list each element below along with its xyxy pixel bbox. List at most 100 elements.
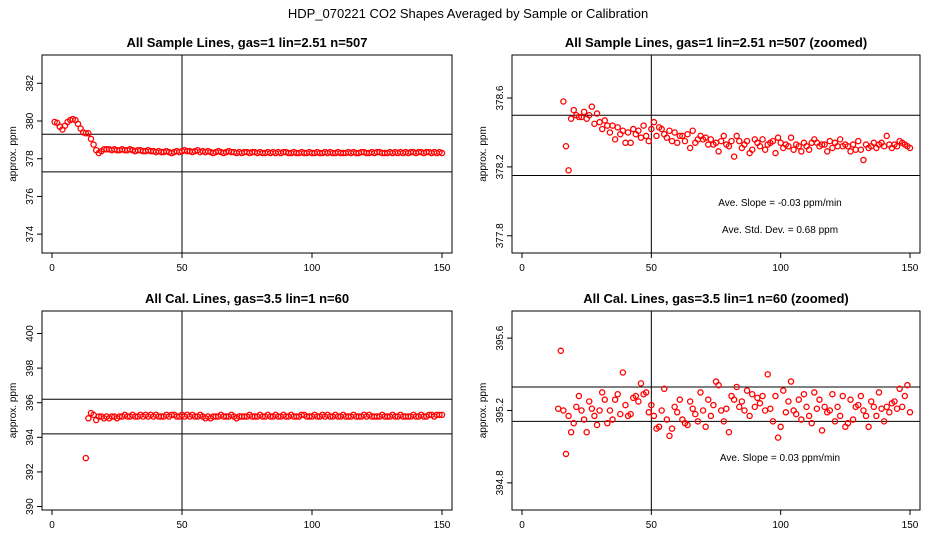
data-point: [878, 405, 885, 412]
data-point: [661, 385, 668, 393]
data-point: [782, 409, 790, 416]
data-point: [754, 394, 761, 402]
x-tick-label: 0: [49, 520, 55, 531]
data-point: [570, 106, 577, 114]
data-point: [795, 396, 803, 403]
data-point: [650, 412, 658, 420]
data-point: [645, 137, 652, 145]
plot-frame: [41, 54, 453, 254]
data-point: [591, 120, 598, 128]
data-point: [896, 385, 903, 393]
data-point: [800, 390, 808, 398]
data-point: [689, 127, 696, 135]
data-point: [715, 148, 722, 155]
data-point: [573, 403, 580, 411]
plot-title: All Sample Lines, gas=1 lin=2.51 n=507 (…: [565, 35, 867, 50]
data-point: [622, 401, 629, 409]
data-point: [865, 423, 872, 431]
data-point: [658, 407, 665, 414]
data-point: [777, 423, 784, 431]
data-point: [883, 403, 890, 411]
plot-frame: [41, 310, 453, 511]
x-tick-label: 100: [772, 520, 789, 531]
data-point: [619, 369, 627, 376]
y-tick-label: 390: [25, 498, 36, 515]
data-point: [565, 167, 572, 174]
x-tick-label: 0: [519, 520, 525, 531]
data-point: [777, 139, 784, 147]
data-point: [438, 149, 446, 157]
data-point: [821, 403, 828, 411]
data-point: [906, 409, 914, 416]
data-point: [761, 407, 769, 414]
data-point: [673, 139, 681, 147]
figure-title: HDP_070221 CO2 Shapes Averaged by Sample…: [287, 6, 649, 21]
data-point: [855, 137, 862, 145]
data-point: [759, 392, 766, 400]
data-point: [570, 419, 577, 427]
data-point: [697, 389, 704, 396]
data-point: [748, 390, 756, 398]
data-point: [855, 401, 862, 409]
data-point: [785, 143, 792, 150]
plot-frame: [511, 310, 921, 511]
data-point: [849, 416, 857, 423]
x-tick-label: 50: [176, 263, 188, 274]
data-point: [725, 428, 733, 436]
data-point: [588, 405, 596, 412]
data-point: [692, 410, 699, 418]
plot-title: All Sample Lines, gas=1 lin=2.51 n=507: [127, 35, 368, 50]
y-axis-label: approx. ppm: [8, 126, 19, 182]
data-point: [748, 146, 756, 153]
data-point: [671, 403, 678, 411]
data-point: [792, 410, 800, 418]
data-point: [622, 139, 629, 147]
data-point: [601, 396, 609, 403]
annotation-text: Ave. Slope = -0.03 ppm/min: [718, 198, 842, 209]
data-point: [575, 113, 583, 121]
data-point: [637, 134, 645, 141]
data-point: [795, 143, 803, 150]
x-tick-label: 50: [176, 520, 188, 531]
data-point: [836, 136, 844, 143]
data-point: [583, 428, 590, 436]
data-point: [829, 144, 836, 152]
data-point: [707, 136, 715, 143]
x-tick-label: 100: [772, 263, 789, 274]
data-point: [554, 405, 562, 412]
data-point: [720, 132, 728, 140]
annotation-text: Ave. Std. Dev. = 0.68 ppm: [722, 225, 838, 236]
y-axis-label: approx. ppm: [8, 383, 19, 439]
data-point: [849, 141, 857, 148]
data-point: [82, 454, 90, 462]
y-tick-label: 382: [25, 75, 36, 92]
data-point: [720, 418, 728, 425]
plot-title: All Cal. Lines, gas=3.5 lin=1 n=60: [145, 291, 349, 306]
data-point: [557, 347, 565, 355]
data-point: [880, 418, 888, 425]
data-point: [82, 130, 90, 137]
data-point: [640, 122, 647, 129]
data-point: [743, 387, 751, 394]
data-point: [604, 419, 611, 427]
data-point: [676, 132, 684, 140]
data-point: [746, 412, 753, 420]
data-point: [689, 405, 696, 412]
data-point: [816, 396, 823, 403]
x-tick-label: 150: [434, 520, 451, 531]
data-point: [736, 137, 743, 145]
data-point: [787, 378, 795, 385]
y-tick-label: 378: [25, 150, 36, 167]
data-point: [596, 407, 603, 414]
data-point: [873, 412, 880, 420]
y-tick-label: 374: [25, 225, 36, 242]
data-point: [736, 403, 743, 411]
data-point: [85, 130, 92, 137]
y-tick-label: 395.2: [495, 398, 506, 423]
data-point: [671, 129, 678, 136]
data-point: [609, 416, 616, 423]
data-point: [663, 416, 671, 423]
data-point: [668, 425, 676, 432]
data-point: [823, 148, 831, 155]
data-point: [831, 418, 839, 425]
